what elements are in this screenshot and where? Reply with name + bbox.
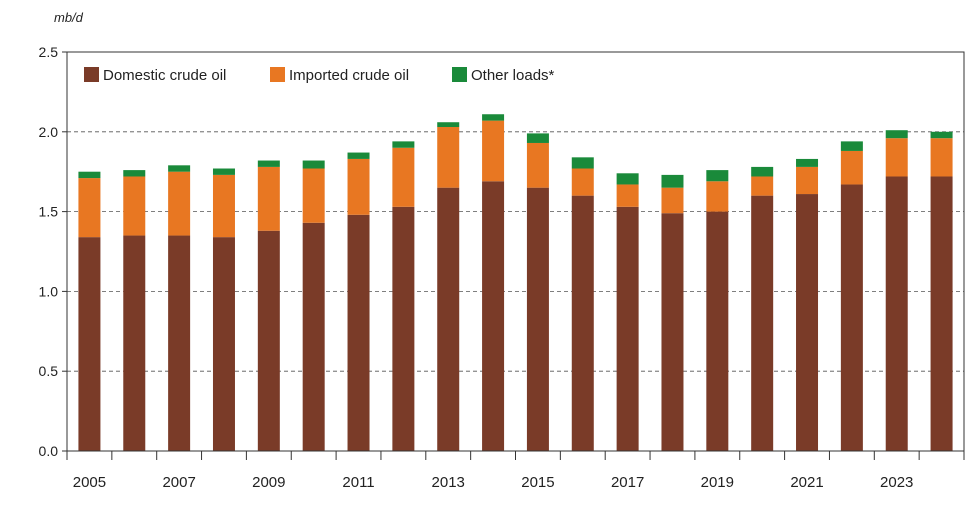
bar-domestic-crude-oil-2006 [123,235,146,451]
legend: Domestic crude oil Imported crude oil Othe… [84,67,555,84]
bar-imported-crude-oil-2022 [840,150,863,185]
bar-domestic-crude-oil-2018 [661,213,684,451]
bar-imported-crude-oil-2014 [482,120,505,182]
axes: 0.0 0.5 1.0 1.5 2.0 2.5 2005 2007 2009 2011 2013 20… [39,44,965,491]
bar-other-loads-2022 [840,141,863,151]
bar-other-loads-2010 [302,160,325,169]
bar-imported-crude-oil-2017 [616,184,639,207]
y-tick-label: 1.0 [39,283,59,299]
x-tick-label: 2017 [611,474,644,491]
bar-domestic-crude-oil-2019 [706,211,729,451]
bar-imported-crude-oil-2011 [347,158,370,215]
bar-domestic-crude-oil-2009 [257,230,280,451]
legend-label: Other loads* [471,67,555,84]
bar-other-loads-2023 [885,130,908,139]
x-tick-label: 2015 [521,474,554,491]
bar-imported-crude-oil-2009 [257,166,280,231]
x-tick-label: 2009 [252,474,285,491]
bars [78,114,953,451]
bar-other-loads-2020 [751,166,774,177]
bar-other-loads-2009 [257,160,280,167]
bar-domestic-crude-oil-2013 [437,187,460,451]
bar-imported-crude-oil-2023 [885,138,908,177]
x-tick-label: 2007 [162,474,195,491]
bar-imported-crude-oil-2020 [751,176,774,196]
plot-frame [66,51,965,452]
bar-imported-crude-oil-2015 [526,142,549,188]
bar-other-loads-2007 [168,165,191,172]
bar-imported-crude-oil-2018 [661,187,684,214]
bar-other-loads-2008 [212,168,235,175]
bar-other-loads-2014 [482,114,505,121]
y-tick-label: 0.5 [39,363,59,379]
bar-other-loads-2019 [706,170,729,182]
bar-other-loads-2013 [437,122,460,128]
y-tick-label: 0.0 [39,443,59,459]
bar-other-loads-2012 [392,141,415,148]
bar-domestic-crude-oil-2020 [751,195,774,451]
bar-domestic-crude-oil-2015 [526,187,549,451]
bar-other-loads-2006 [123,170,146,177]
x-tick-label: 2011 [342,474,374,491]
legend-swatch [84,67,99,82]
x-tick-label: 2013 [432,474,465,491]
bar-imported-crude-oil-2013 [437,127,460,188]
bar-domestic-crude-oil-2023 [885,176,908,451]
bar-other-loads-2017 [616,173,639,185]
bar-other-loads-2005 [78,171,101,179]
bar-other-loads-2024 [930,131,953,139]
bar-domestic-crude-oil-2010 [302,222,325,451]
bar-other-loads-2011 [347,152,370,159]
bar-domestic-crude-oil-2008 [212,237,235,451]
legend-swatch [452,67,467,82]
bar-domestic-crude-oil-2022 [840,184,863,451]
bar-domestic-crude-oil-2005 [78,237,101,451]
bar-domestic-crude-oil-2014 [482,181,505,451]
bar-imported-crude-oil-2024 [930,138,953,177]
bar-domestic-crude-oil-2011 [347,214,370,451]
legend-swatch [270,67,285,82]
x-tick-label: 2023 [880,474,913,491]
bar-other-loads-2016 [571,157,594,169]
bar-domestic-crude-oil-2007 [168,235,191,451]
y-tick-label: 2.5 [39,44,59,60]
bar-other-loads-2018 [661,174,684,188]
y-unit-label: mb/d [54,10,84,25]
bar-domestic-crude-oil-2017 [616,206,639,451]
bar-imported-crude-oil-2010 [302,168,325,223]
bar-imported-crude-oil-2005 [78,178,101,238]
bar-imported-crude-oil-2021 [796,166,819,195]
legend-label: Domestic crude oil [103,67,226,84]
bar-imported-crude-oil-2019 [706,181,729,212]
legend-label: Imported crude oil [289,67,409,84]
bar-domestic-crude-oil-2016 [571,195,594,451]
bar-other-loads-2015 [526,133,549,143]
bar-imported-crude-oil-2008 [212,174,235,238]
bar-domestic-crude-oil-2024 [930,176,953,451]
x-tick-label: 2021 [790,474,823,491]
bar-domestic-crude-oil-2012 [392,206,415,451]
bar-imported-crude-oil-2016 [571,168,594,196]
x-tick-label: 2005 [73,474,106,491]
gridlines [67,131,964,372]
y-tick-label: 1.5 [39,204,59,220]
bar-domestic-crude-oil-2021 [796,194,819,451]
y-tick-label: 2.0 [39,124,59,140]
bar-imported-crude-oil-2007 [168,171,191,236]
bar-imported-crude-oil-2006 [123,176,146,236]
bar-imported-crude-oil-2012 [392,147,415,207]
bar-other-loads-2021 [796,158,819,167]
x-tick-label: 2019 [701,474,734,491]
